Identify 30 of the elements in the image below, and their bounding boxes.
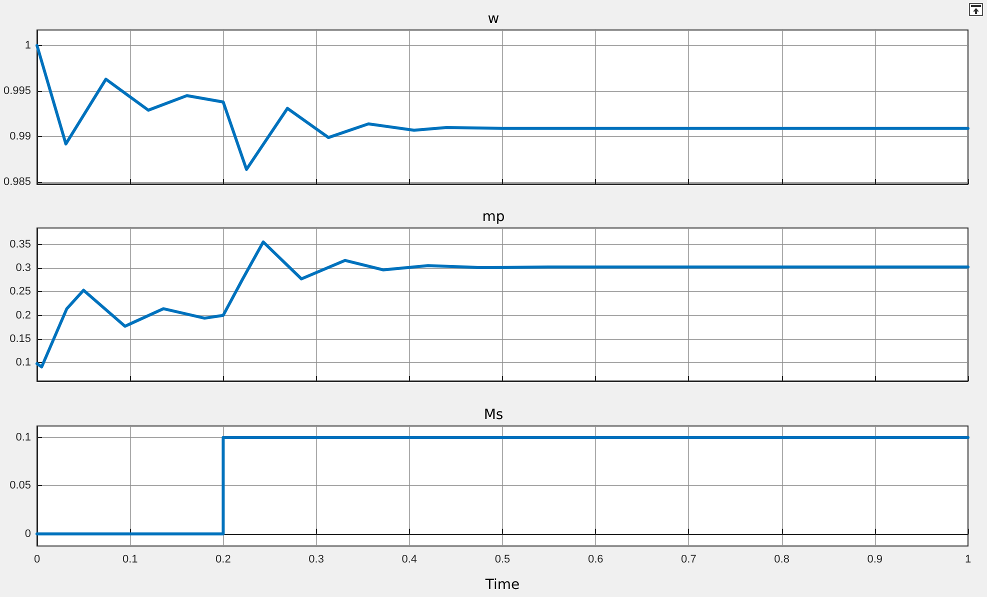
line-series	[36, 240, 970, 368]
x-tick-label: 0.6	[588, 554, 604, 566]
y-tick-label: 0.995	[3, 85, 31, 98]
x-tick-label: 0	[34, 554, 40, 566]
y-tick-label: 1	[24, 39, 31, 52]
x-axis-title: Time	[484, 577, 520, 593]
y-tick-label: 0.2	[16, 309, 31, 322]
x-tick-label: 0.9	[867, 554, 883, 566]
x-tick-label: 0.8	[774, 554, 790, 566]
chart-title: mp	[482, 209, 505, 225]
y-tick-label: 0.35	[10, 238, 31, 250]
y-tick-label: 0	[24, 528, 31, 540]
y-tick-label: 0.05	[10, 480, 31, 492]
x-tick-label: 0.1	[122, 554, 138, 566]
y-tick-label: 0.3	[16, 262, 31, 274]
line-series	[36, 44, 970, 171]
y-tick-label: 0.99	[10, 130, 31, 143]
x-tick-label: 0.5	[494, 554, 510, 566]
y-tick-label: 0.25	[10, 286, 31, 298]
y-tick-label: 0.985	[3, 176, 31, 188]
x-tick-label: 0.4	[402, 554, 418, 566]
x-tick-label: 1	[964, 554, 972, 566]
y-tick-label: 0.1	[16, 431, 31, 444]
chart-title: Ms	[484, 407, 504, 423]
y-tick-label: 0.1	[16, 356, 31, 369]
chart-title: w	[488, 11, 500, 27]
x-tick-label: 0.3	[308, 554, 324, 566]
y-tick-label: 0.15	[10, 333, 31, 346]
x-tick-label: 0.7	[681, 554, 696, 566]
x-tick-label: 0.2	[216, 554, 231, 566]
